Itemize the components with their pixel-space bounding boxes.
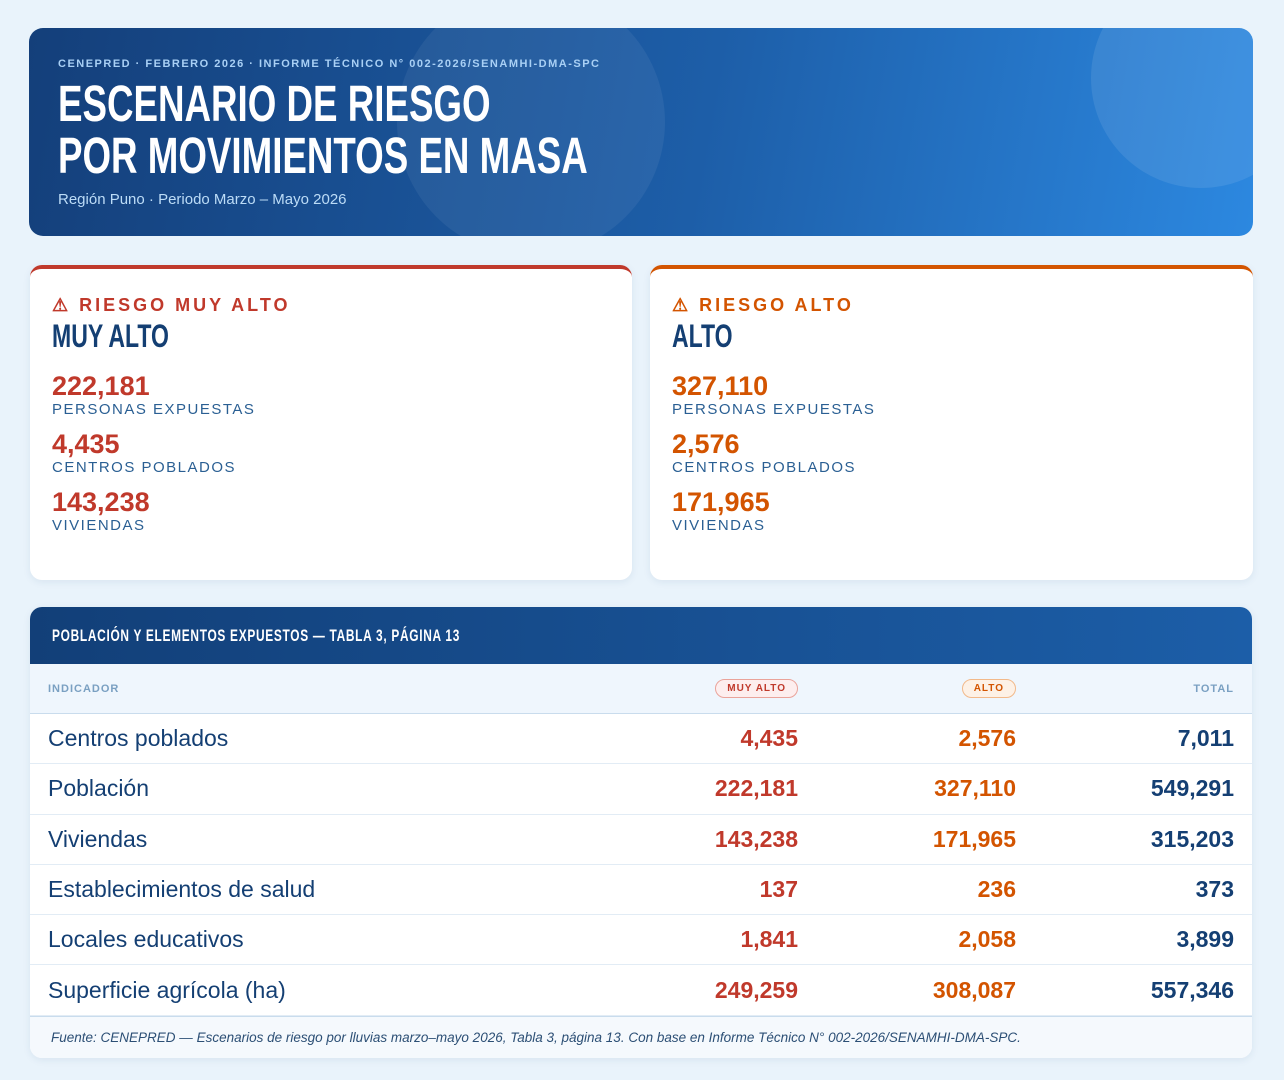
table-row: Población 222,181 327,110 549,291 [30,764,1252,815]
card-riesgo-muy-alto: ⚠ RIESGO MUY ALTO MUY ALTO 222,181 PERSON… [30,265,632,580]
stat-label: CENTROS POBLADOS [672,459,857,476]
col-muy-alto-pill: MUY ALTO [715,679,798,698]
warning-icon: ⚠ [52,295,72,315]
decorative-circle [1091,28,1253,188]
cell-value: 143,238 [714,825,798,852]
cell-value: 549,291 [1150,775,1234,802]
card-riesgo-alto: ⚠ RIESGO ALTO ALTO 327,110 PERSONAS EXPUE… [650,265,1253,580]
cell-value: 2,576 [958,725,1016,752]
cell-value: 373 [1195,876,1234,903]
table-row: Superficie agrícola (ha) 249,259 308,087 55… [30,965,1252,1016]
warning-icon: ⚠ [672,295,692,315]
col-total: TOTAL [1193,682,1234,695]
cell-value: 236 [977,876,1016,903]
cell-value: 249,259 [714,976,798,1003]
cell-value: 2,058 [958,926,1016,953]
stat-value: 171,965 [672,487,770,517]
decorative-circle [397,28,665,236]
cell-indicator: Establecimientos de salud [48,876,316,903]
cell-indicator: Centros poblados [48,725,229,752]
col-alto-pill: ALTO [961,679,1016,698]
card-label: ⚠ RIESGO MUY ALTO [52,295,291,315]
cell-value: 7,011 [1177,725,1234,752]
source-text: CENEPRED — Escenarios de riesgo por lluv… [100,1030,1021,1045]
stat-label: VIVIENDAS [52,517,146,534]
stat-label: PERSONAS EXPUESTAS [52,401,256,418]
card-level: MUY ALTO [52,318,169,354]
stat: 4,435 CENTROS POBLADOS [52,430,610,476]
card-level: ALTO [672,318,733,354]
cell-value: 137 [759,876,798,903]
stat: 327,110 PERSONAS EXPUESTAS [672,372,1231,418]
stat-value: 4,435 [52,429,120,459]
table-title-bar: POBLACIÓN Y ELEMENTOS EXPUESTOS — TABLA … [30,607,1252,664]
table-row: Establecimientos de salud 137 236 373 [30,865,1252,916]
page-subtitle: Región Puno · Periodo Marzo – Mayo 2026 [58,191,347,208]
table-title: POBLACIÓN Y ELEMENTOS EXPUESTOS — TABLA … [52,625,461,645]
col-indicador: INDICADOR [48,682,120,695]
stat-value: 2,576 [672,429,740,459]
hero-banner: CENEPRED · FEBRERO 2026 · INFORME TÉCNIC… [29,28,1253,236]
table-row: Centros poblados 4,435 2,576 7,011 [30,714,1252,765]
source-note: Fuente: CENEPRED — Escenarios de riesgo … [30,1016,1252,1058]
cell-value: 4,435 [740,725,798,752]
cell-value: 557,346 [1150,976,1234,1003]
cell-value: 1,841 [740,926,798,953]
stat-label: CENTROS POBLADOS [52,459,237,476]
cell-indicator: Viviendas [48,825,148,852]
cell-value: 327,110 [934,775,1016,802]
title-line-2: POR MOVIMIENTOS EN MASA [58,127,588,184]
cell-value: 3,899 [1176,926,1234,953]
stat-label: VIVIENDAS [672,517,766,534]
page-title: ESCENARIO DE RIESGO POR MOVIMIENTOS EN M… [58,78,794,182]
table-row: Locales educativos 1,841 2,058 3,899 [30,915,1252,966]
stat: 2,576 CENTROS POBLADOS [672,430,1231,476]
table-row: Viviendas 143,238 171,965 315,203 [30,815,1252,865]
stat: 222,181 PERSONAS EXPUESTAS [52,372,610,418]
cell-value: 315,203 [1150,825,1234,852]
stat-label: PERSONAS EXPUESTAS [672,401,876,418]
stat-value: 327,110 [672,371,769,401]
cell-indicator: Superficie agrícola (ha) [48,976,286,1003]
cell-value: 308,087 [932,976,1016,1003]
title-line-1: ESCENARIO DE RIESGO [58,75,491,132]
cell-value: 171,965 [932,825,1016,852]
source-label: Fuente: [51,1030,97,1045]
report-eyebrow: CENEPRED · FEBRERO 2026 · INFORME TÉCNIC… [58,58,601,70]
stat-value: 143,238 [52,487,150,517]
stat: 171,965 VIVIENDAS [672,488,1231,534]
cell-value: 222,181 [714,775,798,802]
exposure-table: POBLACIÓN Y ELEMENTOS EXPUESTOS — TABLA … [30,607,1252,1058]
table-header-row: INDICADOR MUY ALTO ALTO TOTAL [30,664,1252,714]
stat-value: 222,181 [52,371,150,401]
cell-indicator: Población [48,775,150,802]
cell-indicator: Locales educativos [48,926,244,953]
card-label: ⚠ RIESGO ALTO [672,295,854,315]
stat: 143,238 VIVIENDAS [52,488,610,534]
